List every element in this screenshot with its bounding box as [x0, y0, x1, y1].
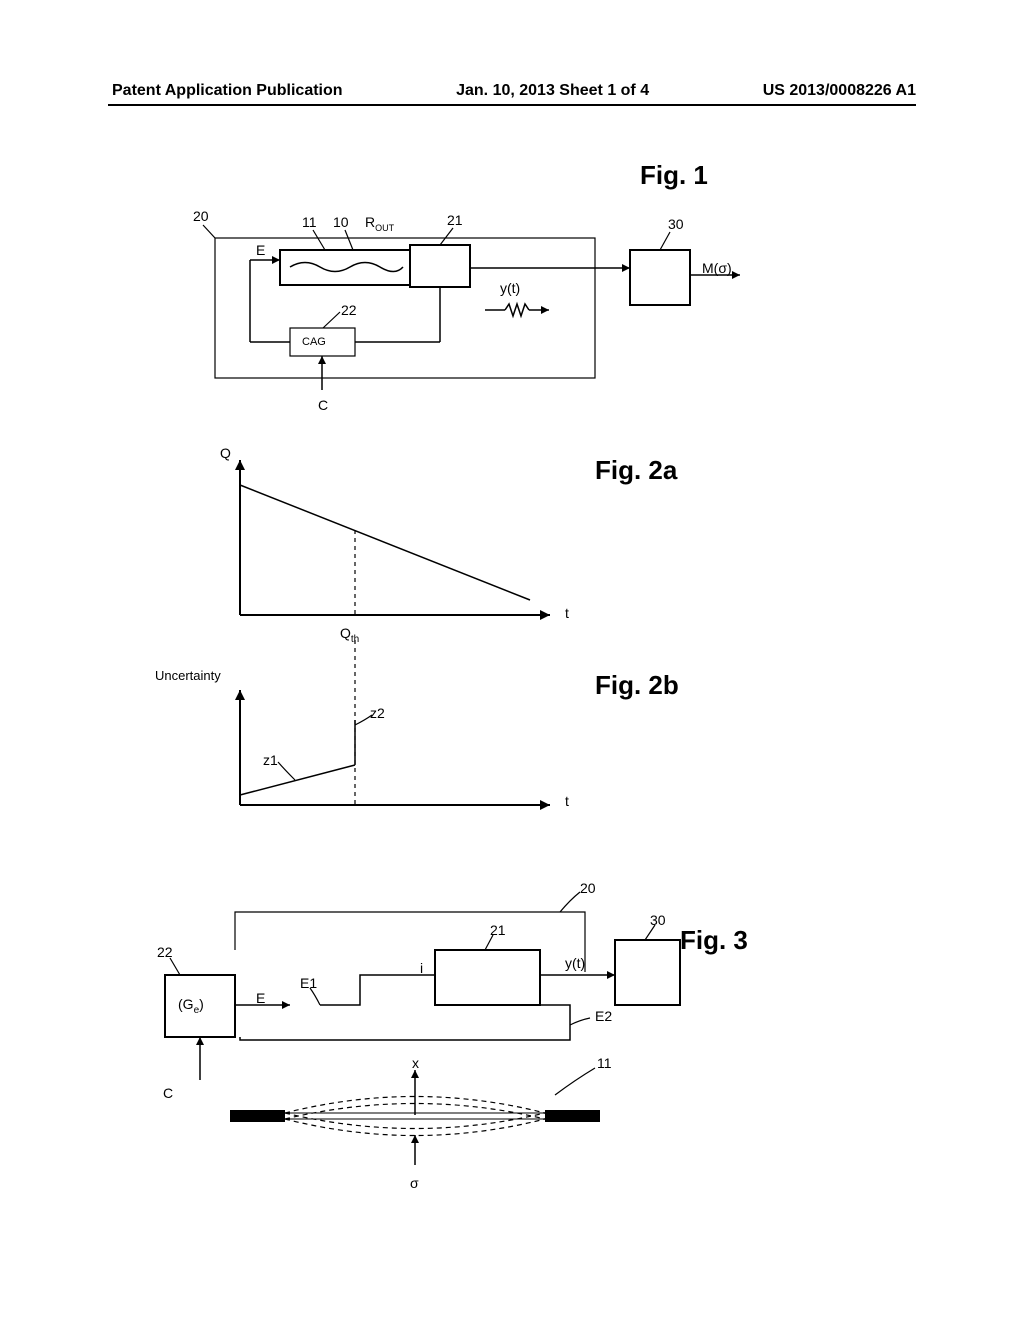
header-left: Patent Application Publication [112, 82, 343, 100]
fig1-rout: ROUT [365, 214, 394, 233]
fig1-m: M(σ) [702, 260, 732, 276]
fig2a-ylabel: Q [220, 445, 231, 461]
fig1-ref21: 21 [447, 212, 463, 228]
fig3-c: C [163, 1085, 173, 1101]
fig3-e2: E2 [595, 1008, 612, 1024]
fig3-ref21: 21 [490, 922, 506, 938]
fig1-label: Fig. 1 [640, 160, 708, 191]
fig1-ref20: 20 [193, 208, 209, 224]
header-right: US 2013/0008226 A1 [763, 82, 916, 100]
fig2b-diagram [200, 640, 620, 830]
fig3-ref30: 30 [650, 912, 666, 928]
fig3-i: i [420, 960, 423, 976]
header-center: Jan. 10, 2013 Sheet 1 of 4 [456, 82, 649, 100]
fig2b-xlabel: t [565, 793, 569, 809]
fig3-ref22: 22 [157, 944, 173, 960]
fig1-ref11: 11 [302, 214, 317, 230]
fig3-ref11: 11 [597, 1055, 612, 1071]
fig2a-diagram [200, 440, 620, 640]
fig2b-ylabel: Uncertainty [155, 668, 221, 683]
fig1-yt: y(t) [500, 280, 520, 296]
fig1-cag: CAG [302, 336, 326, 348]
fig3-e: E [256, 990, 265, 1006]
fig1-ref22: 22 [341, 302, 357, 318]
fig1-ref10: 10 [333, 214, 349, 230]
fig2a-xlabel: t [565, 605, 569, 621]
fig1-c: C [318, 397, 328, 413]
fig3-ge: (Ge) [178, 996, 204, 1016]
fig1-e: E [256, 242, 265, 258]
fig3-yt: y(t) [565, 955, 585, 971]
fig3-e1: E1 [300, 975, 317, 991]
fig3-x: x [412, 1055, 419, 1071]
fig3-ref20: 20 [580, 880, 596, 896]
fig2b-z1: z1 [263, 752, 278, 768]
fig1-ref30: 30 [668, 216, 684, 232]
page-header: Patent Application Publication Jan. 10, … [0, 82, 1024, 100]
fig3-sigma: σ [410, 1175, 419, 1191]
header-border [108, 104, 916, 106]
fig2b-z2: z2 [370, 705, 385, 721]
fig3-diagram [145, 870, 765, 1190]
fig1-diagram [195, 220, 755, 420]
